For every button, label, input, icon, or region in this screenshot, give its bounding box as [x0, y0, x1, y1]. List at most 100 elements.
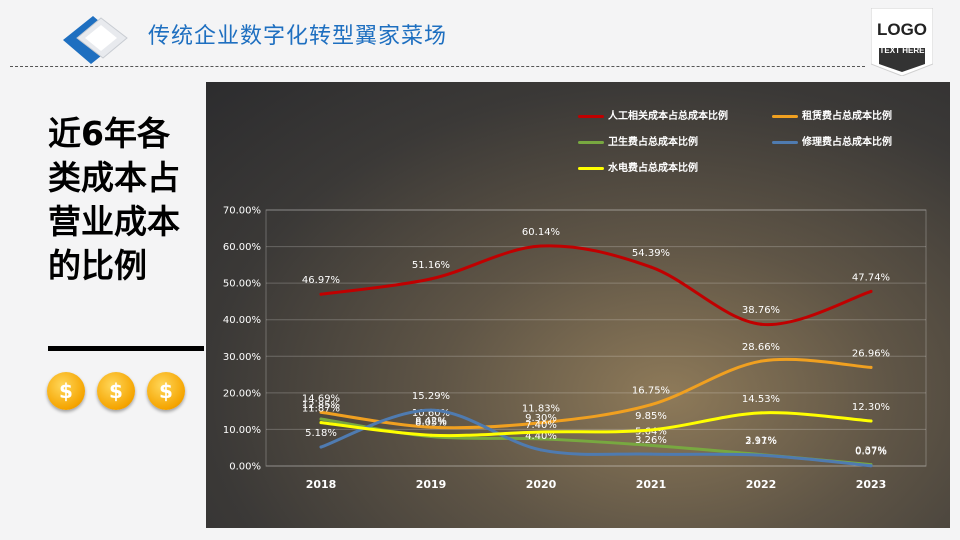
y-tick-label: 0.00% [229, 462, 261, 473]
x-tick-label: 2021 [636, 478, 667, 491]
data-label: 5.64% [635, 426, 667, 437]
data-point [539, 421, 543, 425]
data-point [649, 265, 653, 269]
y-tick-label: 50.00% [223, 279, 261, 290]
data-label: 9.85% [635, 411, 667, 422]
legend-swatch [772, 140, 798, 144]
data-point [759, 453, 763, 457]
data-point [319, 292, 323, 296]
coin-icon: $ [147, 372, 185, 410]
legend-item: 水电费占总成本比例 [578, 159, 698, 174]
x-tick-label: 2020 [526, 478, 557, 491]
data-label: 0.37% [855, 446, 887, 457]
y-tick-label: 70.00% [223, 206, 261, 217]
y-tick-label: 60.00% [223, 242, 261, 253]
data-point [869, 289, 873, 293]
data-label: 15.29% [412, 391, 450, 402]
y-tick-label: 30.00% [223, 352, 261, 363]
legend-swatch [578, 140, 604, 144]
data-point [319, 421, 323, 425]
data-label: 12.30% [852, 402, 890, 413]
data-point [319, 445, 323, 449]
data-label: 46.97% [302, 275, 340, 286]
data-point [319, 417, 323, 421]
heading-underline [48, 346, 204, 351]
slide-heading: 近6年各类成本占营业成本的比例 [48, 114, 180, 285]
data-label: 4.40% [525, 431, 557, 442]
data-point [539, 437, 543, 441]
legend-label: 水电费占总成本比例 [608, 163, 698, 174]
data-point [759, 411, 763, 415]
page-title: 传统企业数字化转型翼家菜场 [148, 24, 448, 49]
legend-label: 卫生费占总成本比例 [608, 137, 698, 148]
data-label: 60.14% [522, 227, 560, 238]
header: 传统企业数字化转型翼家菜场 LOGO TEXT HERE [0, 0, 960, 76]
coin-icon: $ [47, 372, 85, 410]
data-label: 2.97% [745, 436, 777, 447]
data-label: 0.07% [855, 447, 887, 458]
plot-area [265, 209, 927, 467]
legend-label: 修理费占总成本比例 [802, 137, 892, 148]
coin-icon: $ [97, 372, 135, 410]
legend-item: 租赁费占总成本比例 [772, 107, 892, 122]
data-point [759, 359, 763, 363]
data-label: 47.74% [852, 272, 890, 283]
data-label: 10.60% [412, 408, 450, 419]
data-label: 3.26% [635, 435, 667, 446]
legend-item: 修理费占总成本比例 [772, 133, 892, 148]
x-tick-label: 2018 [306, 478, 337, 491]
data-point [429, 433, 433, 437]
data-label: 51.16% [412, 260, 450, 271]
line-chart: 0.00% 10.00% 20.00% 30.00% 40.00% 50.00% 60.00… [223, 206, 927, 491]
header-divider [10, 66, 865, 67]
x-tick-label: 2023 [856, 478, 887, 491]
y-tick-label: 20.00% [223, 388, 261, 399]
logo-subtext: TEXT HERE [879, 46, 925, 55]
data-point [869, 419, 873, 423]
series-line [319, 357, 873, 430]
data-label: 8.05% [415, 418, 447, 429]
data-label: 3.11% [745, 436, 777, 447]
x-tick-label: 2019 [416, 478, 447, 491]
series-line [319, 408, 873, 468]
data-label: 8.42% [415, 416, 447, 427]
data-label: 12.85% [302, 400, 340, 411]
data-point [539, 244, 543, 248]
legend-swatch [772, 114, 798, 118]
data-point [429, 425, 433, 429]
data-point [319, 410, 323, 414]
data-label: 16.75% [632, 386, 670, 397]
y-tick-label: 40.00% [223, 315, 261, 326]
data-point [649, 428, 653, 432]
series-line [319, 244, 873, 327]
data-point [649, 443, 653, 447]
data-point [539, 430, 543, 434]
legend-item: 卫生费占总成本比例 [578, 133, 698, 148]
data-label: 7.40% [525, 420, 557, 431]
data-label: 11.83% [522, 404, 560, 415]
data-point [759, 322, 763, 326]
data-label: 9.30% [525, 413, 557, 424]
brand-cube-icon [63, 16, 128, 64]
data-label: 28.66% [742, 342, 780, 353]
series-line [319, 411, 873, 438]
data-label: 14.69% [302, 393, 340, 404]
data-point [539, 448, 543, 452]
data-label: 14.53% [742, 394, 780, 405]
logo-text: LOGO [876, 20, 928, 39]
data-label: 11.87% [302, 404, 340, 415]
data-point [429, 277, 433, 281]
data-point [869, 464, 873, 468]
data-label: 5.18% [305, 428, 337, 439]
data-point [869, 365, 873, 369]
legend-label: 租赁费占总成本比例 [802, 111, 892, 122]
data-point [649, 452, 653, 456]
data-label: 54.39% [632, 248, 670, 259]
data-label: 38.76% [742, 305, 780, 316]
data-point [649, 403, 653, 407]
y-tick-label: 10.00% [223, 425, 261, 436]
x-tick-label: 2022 [746, 478, 777, 491]
legend-swatch [578, 114, 604, 118]
legend-label: 人工相关成本占总成本比例 [608, 111, 728, 122]
data-label: 26.96% [852, 348, 890, 359]
